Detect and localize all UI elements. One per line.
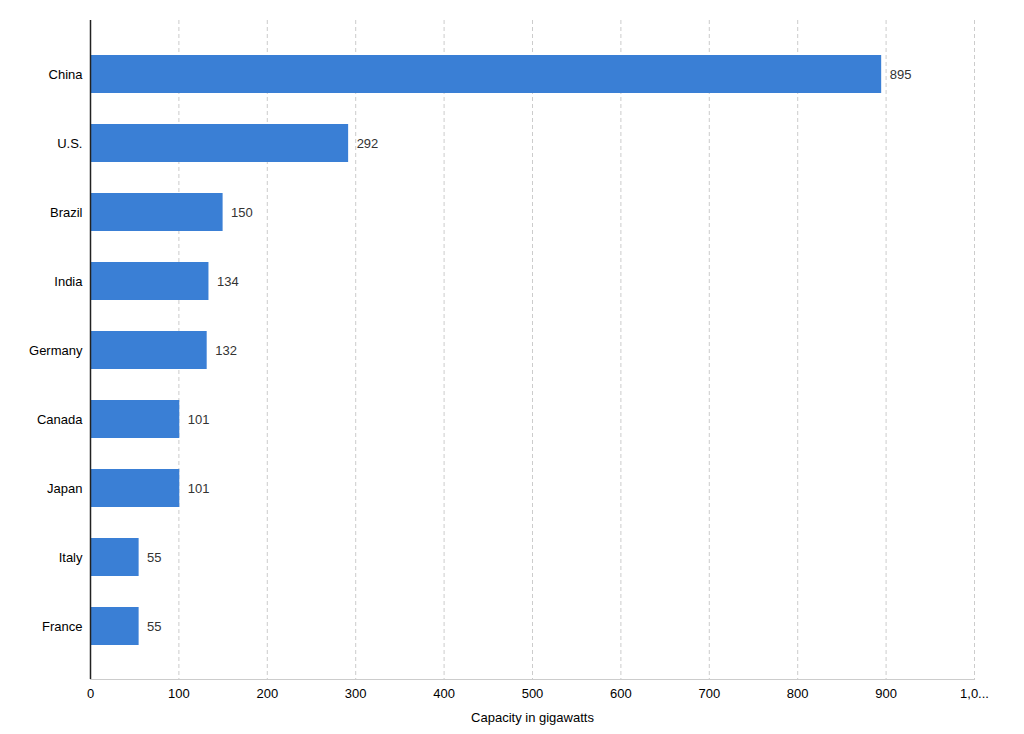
svg-text:895: 895 — [890, 67, 912, 82]
svg-text:Capacity in gigawatts: Capacity in gigawatts — [471, 710, 594, 725]
svg-text:292: 292 — [357, 136, 379, 151]
svg-text:U.S.: U.S. — [57, 136, 82, 151]
svg-text:500: 500 — [522, 686, 544, 701]
svg-text:Japan: Japan — [47, 481, 82, 496]
svg-text:Brazil: Brazil — [50, 205, 83, 220]
svg-text:101: 101 — [188, 481, 210, 496]
svg-text:150: 150 — [231, 205, 253, 220]
svg-text:Canada: Canada — [37, 412, 83, 427]
svg-text:1,0...: 1,0... — [960, 686, 989, 701]
svg-text:700: 700 — [698, 686, 720, 701]
svg-text:Italy: Italy — [59, 550, 83, 565]
svg-text:134: 134 — [217, 274, 239, 289]
svg-text:55: 55 — [147, 550, 161, 565]
svg-text:101: 101 — [188, 412, 210, 427]
svg-text:132: 132 — [215, 343, 237, 358]
svg-text:800: 800 — [787, 686, 809, 701]
svg-text:600: 600 — [610, 686, 632, 701]
svg-text:100: 100 — [168, 686, 190, 701]
svg-text:India: India — [54, 274, 83, 289]
svg-text:China: China — [49, 67, 84, 82]
svg-text:55: 55 — [147, 619, 161, 634]
svg-text:400: 400 — [433, 686, 455, 701]
svg-text:900: 900 — [875, 686, 897, 701]
svg-text:Germany: Germany — [29, 343, 83, 358]
svg-text:France: France — [42, 619, 82, 634]
svg-text:300: 300 — [345, 686, 367, 701]
svg-text:200: 200 — [256, 686, 278, 701]
svg-text:0: 0 — [87, 686, 94, 701]
